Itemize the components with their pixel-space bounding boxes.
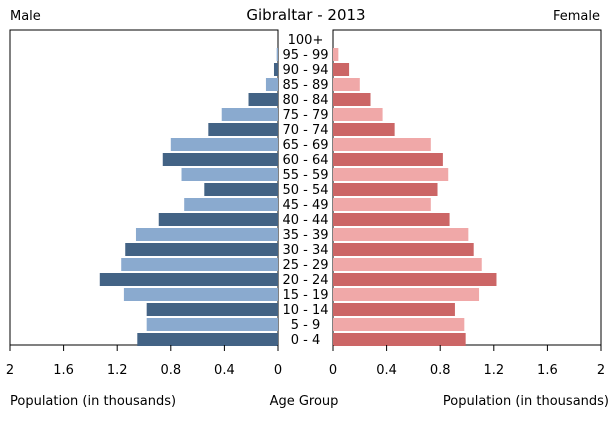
age-group-label: 60 - 64 [282, 153, 328, 168]
male-bar-16 [99, 273, 278, 286]
male-bar-12 [158, 213, 278, 226]
age-group-label: 20 - 24 [282, 273, 328, 288]
male-tick-label: 0.4 [214, 363, 235, 378]
male-bar-1 [276, 48, 278, 61]
female-bar-11 [333, 198, 431, 211]
female-bar-15 [333, 258, 482, 271]
age-group-label: 15 - 19 [282, 288, 328, 303]
female-bar-3 [333, 78, 360, 91]
female-tick-label: 1.2 [483, 363, 504, 378]
male-bar-13 [135, 228, 278, 241]
age-group-label: 40 - 44 [282, 213, 328, 228]
female-bar-7 [333, 138, 431, 151]
age-group-label: 25 - 29 [282, 258, 328, 273]
female-bar-5 [333, 108, 383, 121]
age-group-label: 80 - 84 [282, 93, 328, 108]
female-bar-19 [333, 318, 465, 331]
male-bar-5 [221, 108, 278, 121]
age-group-label: 35 - 39 [282, 228, 328, 243]
male-bar-20 [137, 333, 278, 346]
male-bar-3 [265, 78, 278, 91]
female-x-axis-title: Population (in thousands) [443, 394, 609, 409]
male-tick-label: 0 [274, 363, 282, 378]
age-group-label: 0 - 4 [291, 333, 321, 348]
female-bar-9 [333, 168, 449, 181]
age-group-axis-title: Age Group [270, 394, 339, 409]
female-bar-10 [333, 183, 438, 196]
male-label: Male [10, 9, 41, 24]
age-group-label: 30 - 34 [282, 243, 328, 258]
male-x-axis-title: Population (in thousands) [10, 394, 176, 409]
female-tick-label: 1.6 [537, 363, 558, 378]
female-bar-18 [333, 303, 455, 316]
female-bar-20 [333, 333, 466, 346]
female-x-axis: 2 1.6 1.2 0.8 0.4 0 [329, 345, 605, 378]
male-bar-4 [248, 93, 278, 106]
male-bar-14 [125, 243, 279, 256]
male-bar-18 [146, 303, 278, 316]
age-group-label: 100+ [288, 33, 324, 48]
female-bar-4 [333, 93, 371, 106]
male-bar-7 [170, 138, 278, 151]
female-bar-13 [333, 228, 469, 241]
female-bar-12 [333, 213, 450, 226]
female-tick-label: 0.4 [376, 363, 397, 378]
age-group-label: 95 - 99 [282, 48, 328, 63]
female-bar-6 [333, 123, 395, 136]
female-bar-16 [333, 273, 497, 286]
male-bar-10 [204, 183, 278, 196]
male-bar-17 [123, 288, 279, 301]
male-bar-11 [184, 198, 278, 211]
male-tick-label: 0.8 [160, 363, 181, 378]
age-group-label: 75 - 79 [282, 108, 328, 123]
chart-title: Gibraltar - 2013 [246, 6, 365, 24]
male-bar-6 [208, 123, 278, 136]
female-bar-1 [333, 48, 339, 61]
female-tick-label: 0.8 [430, 363, 451, 378]
age-group-label: 5 - 9 [291, 318, 321, 333]
age-group-label: 70 - 74 [282, 123, 328, 138]
age-group-label: 50 - 54 [282, 183, 328, 198]
female-bars [333, 48, 497, 346]
male-bar-2 [273, 63, 278, 76]
female-label: Female [553, 9, 600, 24]
female-tick-label: 2 [597, 363, 605, 378]
female-bar-14 [333, 243, 474, 256]
female-bar-8 [333, 153, 443, 166]
female-bar-2 [333, 63, 350, 76]
male-bar-9 [181, 168, 278, 181]
male-x-axis: 2 1.6 1.2 0.8 0.4 0 [6, 345, 282, 378]
age-group-label: 85 - 89 [282, 78, 328, 93]
age-group-label: 65 - 69 [282, 138, 328, 153]
female-bar-17 [333, 288, 480, 301]
male-tick-label: 1.2 [107, 363, 128, 378]
male-tick-label: 2 [6, 363, 14, 378]
age-group-label: 90 - 94 [282, 63, 328, 78]
male-tick-label: 1.6 [53, 363, 74, 378]
male-bars [99, 48, 279, 346]
female-tick-label: 0 [329, 363, 337, 378]
male-bar-15 [121, 258, 278, 271]
age-group-label: 55 - 59 [282, 168, 328, 183]
age-group-label: 45 - 49 [282, 198, 328, 213]
age-group-label: 10 - 14 [282, 303, 328, 318]
male-bar-19 [146, 318, 278, 331]
male-bar-8 [162, 153, 278, 166]
